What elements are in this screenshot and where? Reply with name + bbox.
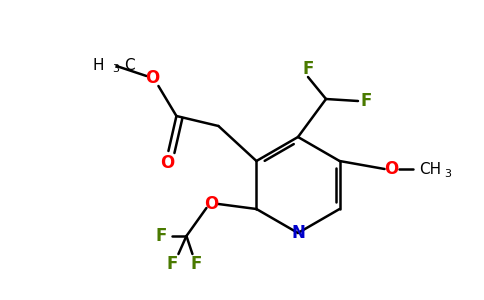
Text: H: H (93, 58, 105, 74)
Text: CH: CH (420, 163, 441, 178)
Text: F: F (156, 227, 167, 245)
Text: C: C (124, 58, 135, 74)
Text: 3: 3 (444, 169, 451, 179)
Text: F: F (302, 60, 314, 78)
Text: O: O (384, 160, 399, 178)
Text: O: O (160, 154, 175, 172)
Text: F: F (360, 92, 372, 110)
Text: 3: 3 (112, 64, 120, 74)
Text: N: N (291, 224, 305, 242)
Text: O: O (145, 69, 160, 87)
Text: F: F (167, 255, 178, 273)
Text: O: O (204, 195, 219, 213)
Text: F: F (191, 255, 202, 273)
